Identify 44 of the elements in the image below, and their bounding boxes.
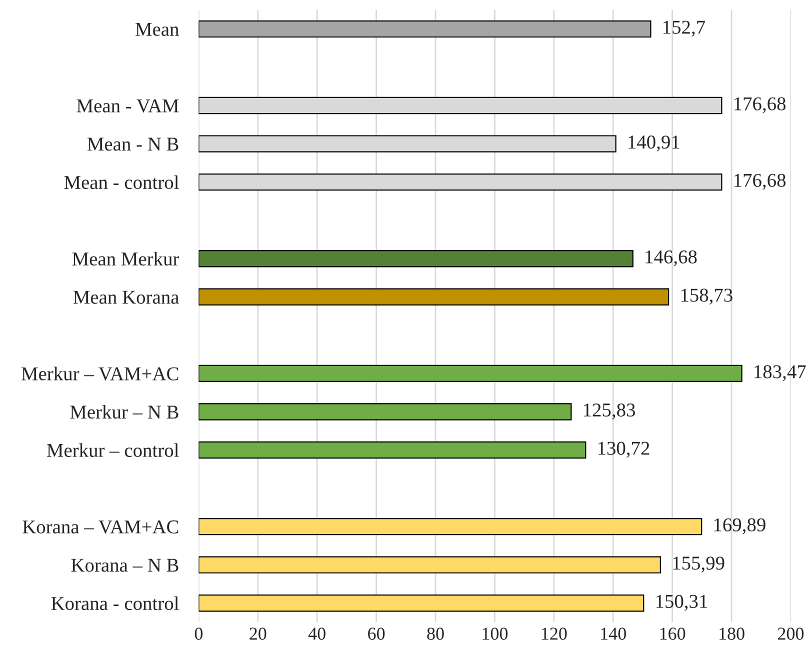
x-tick-label: 140 bbox=[601, 628, 626, 640]
bar bbox=[198, 288, 670, 306]
y-tick-label: Mean Korana bbox=[73, 290, 179, 304]
y-tick-label: Merkur – control bbox=[46, 443, 179, 457]
y-tick-label: Korana – N B bbox=[71, 558, 178, 572]
x-tick-label: 0 bbox=[194, 628, 203, 640]
y-tick-label: Korana - control bbox=[51, 596, 179, 610]
bar bbox=[198, 364, 742, 382]
data-label: 155,99 bbox=[673, 556, 724, 572]
bar bbox=[198, 594, 644, 612]
data-label: 146,68 bbox=[646, 250, 697, 266]
data-label: 176,68 bbox=[734, 174, 786, 190]
y-tick-label: Mean Merkur bbox=[72, 252, 180, 266]
data-label: 169,89 bbox=[714, 518, 766, 534]
y-tick-label: Mean bbox=[136, 22, 179, 36]
x-tick-label: 100 bbox=[482, 628, 508, 640]
bar bbox=[198, 250, 634, 268]
data-label: 176,68 bbox=[734, 97, 786, 114]
x-tick-label: 200 bbox=[778, 628, 804, 640]
x-tick-label: 20 bbox=[250, 628, 266, 640]
x-tick-label: 120 bbox=[542, 628, 567, 640]
y-tick-label: Merkur – N B bbox=[70, 404, 178, 419]
bar bbox=[198, 518, 702, 536]
data-label: 152,7 bbox=[664, 20, 706, 37]
bar bbox=[198, 556, 662, 574]
x-tick-label: 160 bbox=[660, 628, 686, 640]
data-label: 183,47 bbox=[754, 365, 806, 382]
x-tick-label: 40 bbox=[308, 628, 326, 640]
data-label: 125,83 bbox=[584, 403, 635, 420]
x-tick-label: 80 bbox=[427, 628, 444, 640]
data-label: 158,73 bbox=[681, 288, 732, 305]
data-label: 150,31 bbox=[656, 594, 708, 611]
y-tick-label: Mean - control bbox=[64, 175, 179, 190]
y-tick-label: Mean - VAM bbox=[76, 99, 179, 113]
data-label: 130,72 bbox=[598, 442, 650, 458]
y-tick-label: Merkur – VAM+AC bbox=[22, 366, 178, 380]
data-label: 140,91 bbox=[628, 136, 680, 152]
bar bbox=[198, 20, 652, 38]
bar bbox=[198, 403, 572, 420]
y-tick-label: Korana – VAM+AC bbox=[22, 520, 178, 534]
y-tick-label: Mean - N B bbox=[87, 138, 178, 151]
x-tick-label: 60 bbox=[368, 628, 385, 640]
x-tick-label: 180 bbox=[720, 628, 744, 640]
bar bbox=[198, 441, 586, 459]
